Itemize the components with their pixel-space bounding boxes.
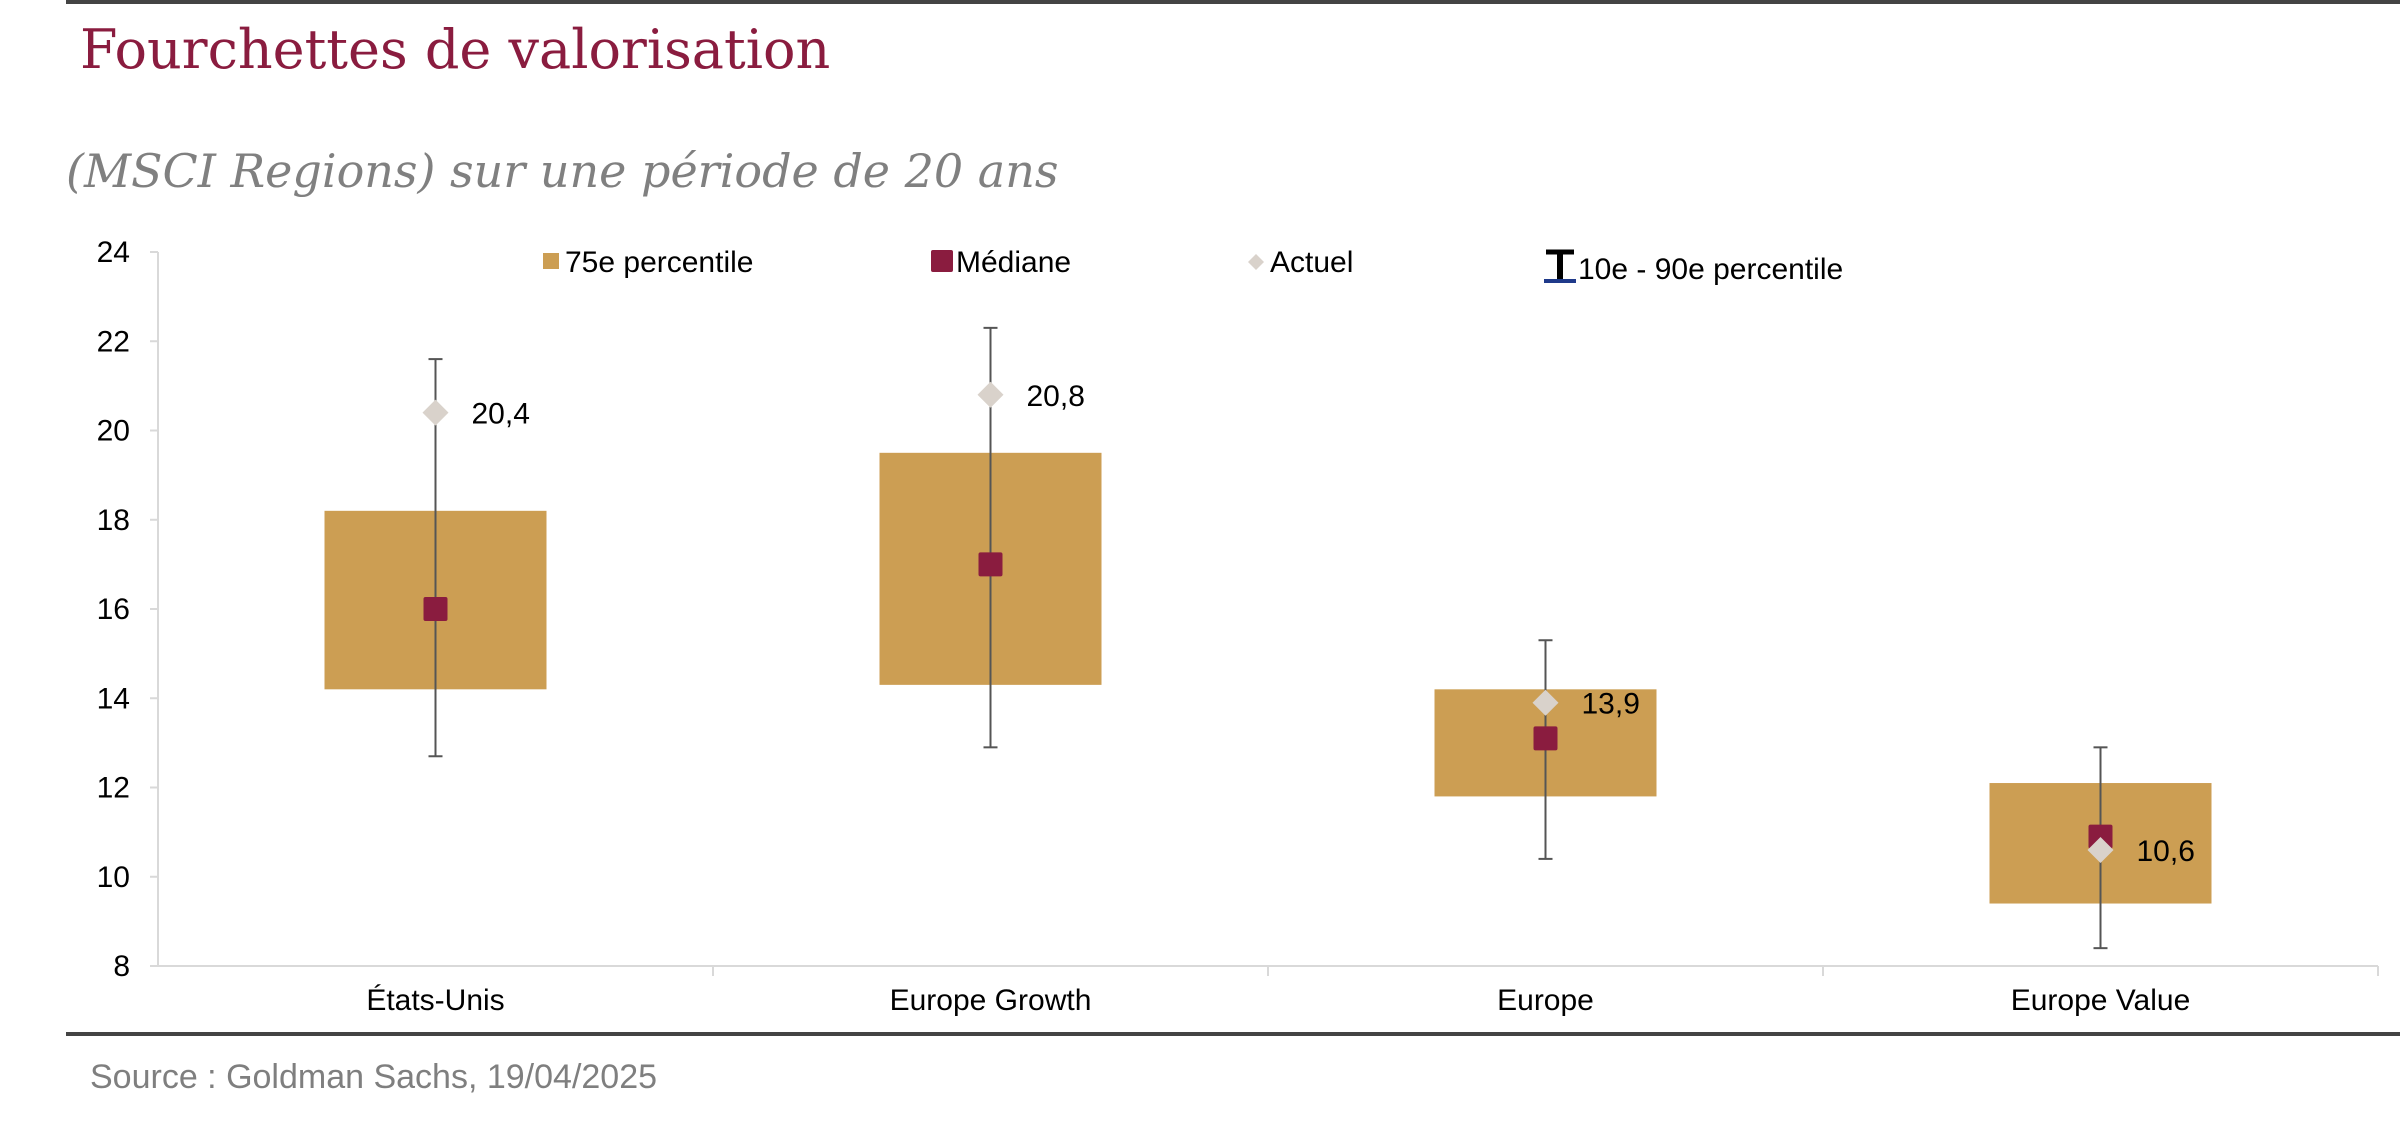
y-tick-label: 10	[97, 861, 130, 894]
legend-current-swatch	[1248, 254, 1264, 270]
legend-label-current: Actuel	[1270, 246, 1353, 279]
median-marker	[1533, 726, 1558, 751]
median-marker	[978, 552, 1003, 577]
current-marker	[977, 381, 1004, 408]
legend-label-box: 75e percentile	[565, 246, 753, 279]
y-tick-label: 24	[97, 236, 130, 269]
x-category-label: Europe	[1497, 984, 1594, 1017]
legend-box-swatch	[543, 253, 559, 269]
y-tick-label: 16	[97, 593, 130, 626]
x-category-label: Europe Value	[2011, 984, 2191, 1017]
x-category-label: États-Unis	[366, 984, 504, 1017]
y-tick-label: 14	[97, 682, 130, 715]
current-marker	[422, 399, 449, 426]
current-value-label: 13,9	[1582, 688, 1640, 721]
legend-median-swatch	[931, 250, 953, 272]
current-value-label: 10,6	[2137, 835, 2195, 868]
legend-label-whisker: 10e - 90e percentile	[1578, 253, 1843, 286]
current-marker	[2087, 836, 2114, 863]
bottom-rule	[66, 1032, 2400, 1036]
y-tick-label: 18	[97, 504, 130, 537]
page-subtitle: (MSCI Regions) sur une période de 20 ans	[66, 144, 1059, 198]
top-rule	[66, 0, 2400, 4]
x-category-label: Europe Growth	[890, 984, 1092, 1017]
y-tick-label: 20	[97, 415, 130, 448]
current-value-label: 20,4	[472, 398, 530, 431]
valuation-range-chart: 8 10 12 14 16 18 20 22 24 États-Unis Europe Growth…	[97, 236, 2379, 1017]
y-tick-label: 22	[97, 325, 130, 358]
y-tick-label: 12	[97, 772, 130, 805]
current-marker	[1532, 689, 1559, 716]
median-marker	[423, 597, 448, 621]
median-marker	[2088, 824, 2113, 849]
y-tick-label: 8	[113, 950, 130, 983]
page-title: Fourchettes de valorisation	[80, 18, 831, 81]
source-note: Source : Goldman Sachs, 19/04/2025	[90, 1058, 658, 1096]
current-value-label: 20,8	[1027, 380, 1085, 413]
legend-label-median: Médiane	[956, 246, 1071, 279]
